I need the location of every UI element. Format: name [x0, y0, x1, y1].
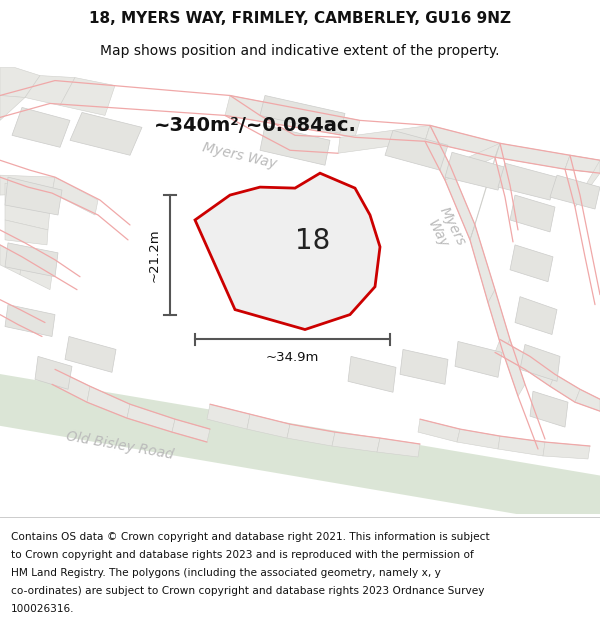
Text: Myers Way: Myers Way — [202, 140, 278, 171]
Polygon shape — [260, 126, 330, 165]
Polygon shape — [445, 143, 500, 180]
Polygon shape — [87, 386, 130, 418]
Polygon shape — [455, 341, 502, 377]
Polygon shape — [0, 245, 22, 275]
Polygon shape — [5, 220, 48, 245]
Polygon shape — [503, 339, 525, 396]
Polygon shape — [260, 96, 345, 133]
Polygon shape — [385, 131, 448, 170]
Polygon shape — [575, 389, 600, 411]
Polygon shape — [52, 177, 98, 215]
Polygon shape — [20, 257, 52, 290]
Polygon shape — [172, 419, 210, 442]
Polygon shape — [425, 126, 450, 180]
Polygon shape — [207, 404, 250, 429]
Polygon shape — [60, 78, 115, 116]
Polygon shape — [400, 349, 448, 384]
Polygon shape — [550, 374, 580, 402]
Polygon shape — [418, 419, 460, 442]
Polygon shape — [495, 143, 570, 169]
Polygon shape — [52, 369, 90, 402]
Text: 100026316.: 100026316. — [11, 604, 74, 614]
Polygon shape — [127, 404, 175, 432]
Polygon shape — [530, 391, 568, 427]
Text: 18: 18 — [295, 228, 330, 256]
Polygon shape — [445, 165, 475, 240]
Polygon shape — [12, 107, 70, 148]
Polygon shape — [457, 429, 500, 449]
Polygon shape — [470, 143, 500, 240]
Polygon shape — [510, 195, 555, 232]
Polygon shape — [35, 356, 72, 389]
Polygon shape — [5, 243, 58, 277]
Polygon shape — [5, 177, 62, 215]
Polygon shape — [445, 152, 505, 190]
Polygon shape — [0, 68, 40, 98]
Polygon shape — [65, 336, 116, 372]
Polygon shape — [70, 112, 142, 155]
Polygon shape — [338, 126, 430, 153]
Polygon shape — [25, 76, 75, 106]
Polygon shape — [5, 183, 52, 209]
Polygon shape — [5, 200, 50, 230]
Polygon shape — [520, 344, 560, 381]
Polygon shape — [515, 297, 557, 334]
Polygon shape — [488, 290, 510, 352]
Text: ~34.9m: ~34.9m — [266, 351, 319, 364]
Polygon shape — [498, 436, 545, 456]
Polygon shape — [565, 155, 600, 173]
Polygon shape — [348, 356, 396, 392]
Polygon shape — [425, 126, 500, 158]
Polygon shape — [498, 163, 557, 200]
Polygon shape — [575, 160, 600, 207]
Polygon shape — [377, 438, 420, 457]
Text: to Crown copyright and database rights 2023 and is reproduced with the permissio: to Crown copyright and database rights 2… — [11, 549, 473, 559]
Polygon shape — [0, 372, 600, 532]
Text: ~21.2m: ~21.2m — [148, 228, 161, 282]
Polygon shape — [0, 96, 25, 121]
Polygon shape — [5, 304, 55, 336]
Polygon shape — [195, 173, 380, 329]
Text: co-ordinates) are subject to Crown copyright and database rights 2023 Ordnance S: co-ordinates) are subject to Crown copyr… — [11, 586, 484, 596]
Polygon shape — [470, 225, 495, 302]
Polygon shape — [247, 414, 290, 438]
Polygon shape — [550, 175, 600, 209]
Text: 18, MYERS WAY, FRIMLEY, CAMBERLEY, GU16 9NZ: 18, MYERS WAY, FRIMLEY, CAMBERLEY, GU16 … — [89, 11, 511, 26]
Text: HM Land Registry. The polygons (including the associated geometry, namely x, y: HM Land Registry. The polygons (includin… — [11, 568, 440, 578]
Polygon shape — [495, 339, 530, 369]
Polygon shape — [287, 424, 335, 446]
Text: Contains OS data © Crown copyright and database right 2021. This information is : Contains OS data © Crown copyright and d… — [11, 531, 490, 541]
Text: Old Bisley Road: Old Bisley Road — [65, 429, 175, 462]
Polygon shape — [510, 245, 553, 282]
Polygon shape — [225, 96, 360, 138]
Text: Myers
Way: Myers Way — [422, 204, 469, 256]
Text: ~340m²/~0.084ac.: ~340m²/~0.084ac. — [154, 116, 356, 135]
Polygon shape — [543, 442, 590, 459]
Polygon shape — [565, 155, 600, 173]
Polygon shape — [332, 432, 380, 452]
Text: Map shows position and indicative extent of the property.: Map shows position and indicative extent… — [100, 44, 500, 58]
Polygon shape — [0, 175, 55, 195]
Polygon shape — [525, 356, 555, 386]
